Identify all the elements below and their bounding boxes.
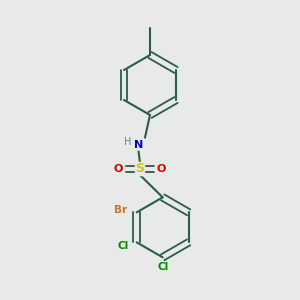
Text: O: O <box>114 164 123 174</box>
Text: H: H <box>124 137 131 147</box>
Text: N: N <box>134 140 143 150</box>
Text: Br: Br <box>114 205 128 215</box>
Text: Cl: Cl <box>117 241 128 251</box>
Text: S: S <box>136 163 145 176</box>
Text: Cl: Cl <box>158 262 169 272</box>
Text: O: O <box>157 164 166 174</box>
